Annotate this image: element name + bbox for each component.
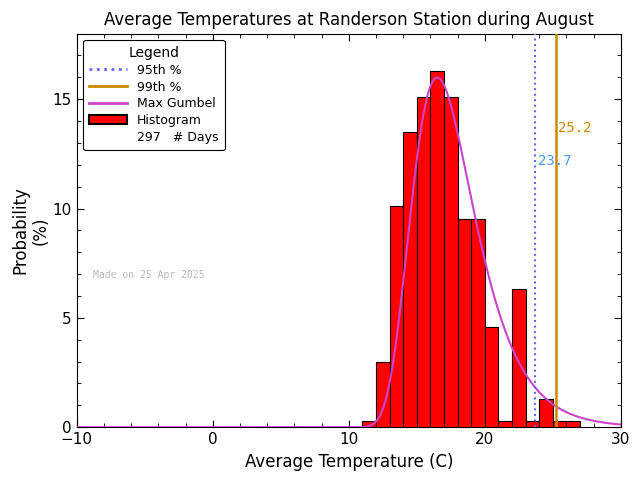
Bar <box>553 420 566 427</box>
Bar <box>540 399 553 427</box>
Text: 25.2: 25.2 <box>558 121 592 135</box>
Bar <box>566 420 580 427</box>
Bar <box>444 97 458 427</box>
Bar <box>431 71 444 427</box>
Legend: 95th %, 99th %, Max Gumbel, Histogram, 297   # Days: 95th %, 99th %, Max Gumbel, Histogram, 2… <box>83 40 225 150</box>
Text: Made on 25 Apr 2025: Made on 25 Apr 2025 <box>93 270 205 280</box>
Bar <box>458 219 471 427</box>
Title: Average Temperatures at Randerson Station during August: Average Temperatures at Randerson Statio… <box>104 11 594 29</box>
Bar <box>390 206 403 427</box>
Text: 23.7: 23.7 <box>538 154 572 168</box>
Bar <box>485 326 499 427</box>
Bar <box>376 361 390 427</box>
Bar <box>362 420 376 427</box>
Bar <box>525 420 540 427</box>
Bar <box>403 132 417 427</box>
Bar <box>499 420 512 427</box>
X-axis label: Average Temperature (C): Average Temperature (C) <box>244 453 453 470</box>
Bar <box>471 219 485 427</box>
Bar <box>512 289 525 427</box>
Bar <box>417 97 431 427</box>
Y-axis label: Probability
(%): Probability (%) <box>11 186 50 275</box>
